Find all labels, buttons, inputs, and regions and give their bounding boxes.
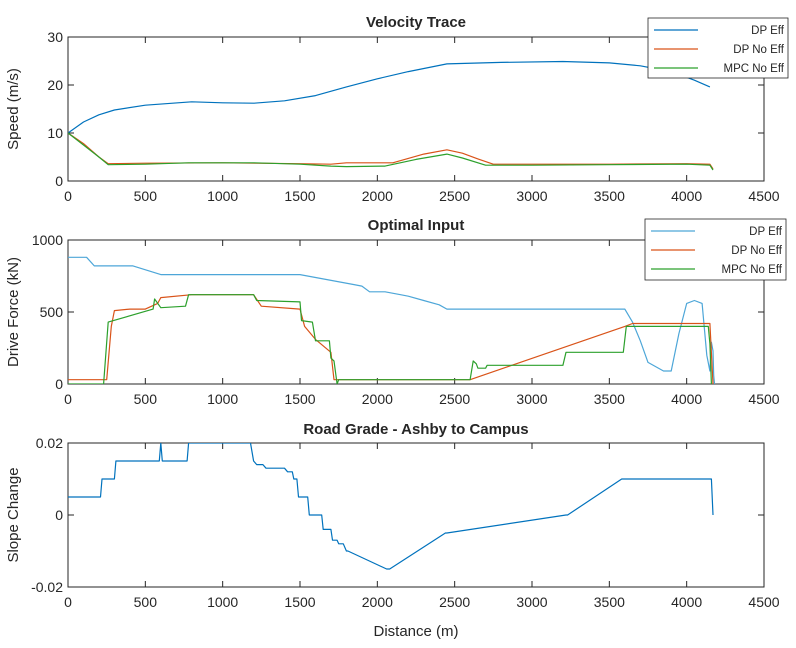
x-tick-label: 500 <box>134 594 158 610</box>
chart-title: Road Grade - Ashby to Campus <box>303 421 528 438</box>
x-tick-label: 0 <box>64 188 72 204</box>
x-tick-label: 4000 <box>671 391 702 407</box>
chart-title: Velocity Trace <box>366 14 466 31</box>
road-grade-line <box>68 443 714 570</box>
x-tick-label: 4000 <box>671 594 702 610</box>
legend-label-dp-eff: DP Eff <box>749 226 783 238</box>
mpc-no-eff-line <box>68 294 712 384</box>
x-tick-label: 3500 <box>594 594 625 610</box>
y-axis-label: Drive Force (kN) <box>5 257 22 367</box>
x-tick-label: 2000 <box>362 391 393 407</box>
dp-no-eff-line <box>68 294 714 384</box>
x-tick-label: 1500 <box>284 391 315 407</box>
legend-label-mpc-no-eff: MPC No Eff <box>724 63 785 75</box>
axes-frame <box>67 442 765 588</box>
x-tick-label: 1000 <box>207 391 238 407</box>
y-tick-label: 0 <box>55 507 63 523</box>
chart-title: Optimal Input <box>368 217 465 234</box>
y-tick-label: 10 <box>47 125 63 141</box>
x-axis-label: Distance (m) <box>373 623 458 640</box>
y-tick-label: -0.02 <box>31 579 63 595</box>
x-tick-label: 3500 <box>594 391 625 407</box>
y-tick-label: 0 <box>55 376 63 392</box>
x-tick-label: 1500 <box>284 594 315 610</box>
legend-label-mpc-no-eff: MPC No Eff <box>722 264 783 276</box>
x-tick-label: 1500 <box>284 188 315 204</box>
legend: DP Eff DP No Eff MPC No Eff <box>644 218 787 281</box>
x-tick-label: 4500 <box>748 188 779 204</box>
x-tick-label: 2500 <box>439 594 470 610</box>
x-tick-label: 2500 <box>439 188 470 204</box>
x-tick-label: 2500 <box>439 391 470 407</box>
legend-label-dp-no-eff: DP No Eff <box>733 44 785 56</box>
x-tick-label: 0 <box>64 391 72 407</box>
legend-label-dp-eff: DP Eff <box>751 25 785 37</box>
y-tick-label: 1000 <box>32 232 63 248</box>
x-tick-label: 0 <box>64 594 72 610</box>
y-axis-label: Speed (m/s) <box>5 68 22 150</box>
x-tick-label: 3000 <box>516 188 547 204</box>
x-tick-label: 4500 <box>748 391 779 407</box>
x-tick-label: 3000 <box>516 594 547 610</box>
x-tick-label: 500 <box>134 188 158 204</box>
subplot-2: Optimal Input 0 500 1000 1500 2000 2500 3000 350… <box>5 217 787 407</box>
subplot-3: Road Grade - Ashby to Campus 0 500 1000 1500… <box>5 421 780 640</box>
y-tick-label: 30 <box>47 29 63 45</box>
y-axis-label: Slope Change <box>5 467 22 562</box>
x-tick-label: 3000 <box>516 391 547 407</box>
y-tick-label: 20 <box>47 77 63 93</box>
x-tick-label: 1000 <box>207 188 238 204</box>
x-tick-label: 2000 <box>362 188 393 204</box>
x-tick-label: 1000 <box>207 594 238 610</box>
legend-label-dp-no-eff: DP No Eff <box>731 245 783 257</box>
y-tick-label: 0 <box>55 173 63 189</box>
mpc-no-eff-line <box>68 132 714 171</box>
legend: DP Eff DP No Eff MPC No Eff <box>647 17 789 79</box>
x-tick-label: 500 <box>134 391 158 407</box>
x-tick-label: 4000 <box>671 188 702 204</box>
dp-eff-line <box>68 60 711 134</box>
dp-eff-line <box>68 256 716 384</box>
x-tick-label: 2000 <box>362 594 393 610</box>
y-tick-label: 500 <box>40 304 64 320</box>
y-tick-label: 0.02 <box>36 435 63 451</box>
x-tick-label: 4500 <box>748 594 779 610</box>
subplot-1: Velocity Trace 0 500 1000 1500 2000 2500 3000 35… <box>5 14 789 204</box>
x-tick-label: 3500 <box>594 188 625 204</box>
